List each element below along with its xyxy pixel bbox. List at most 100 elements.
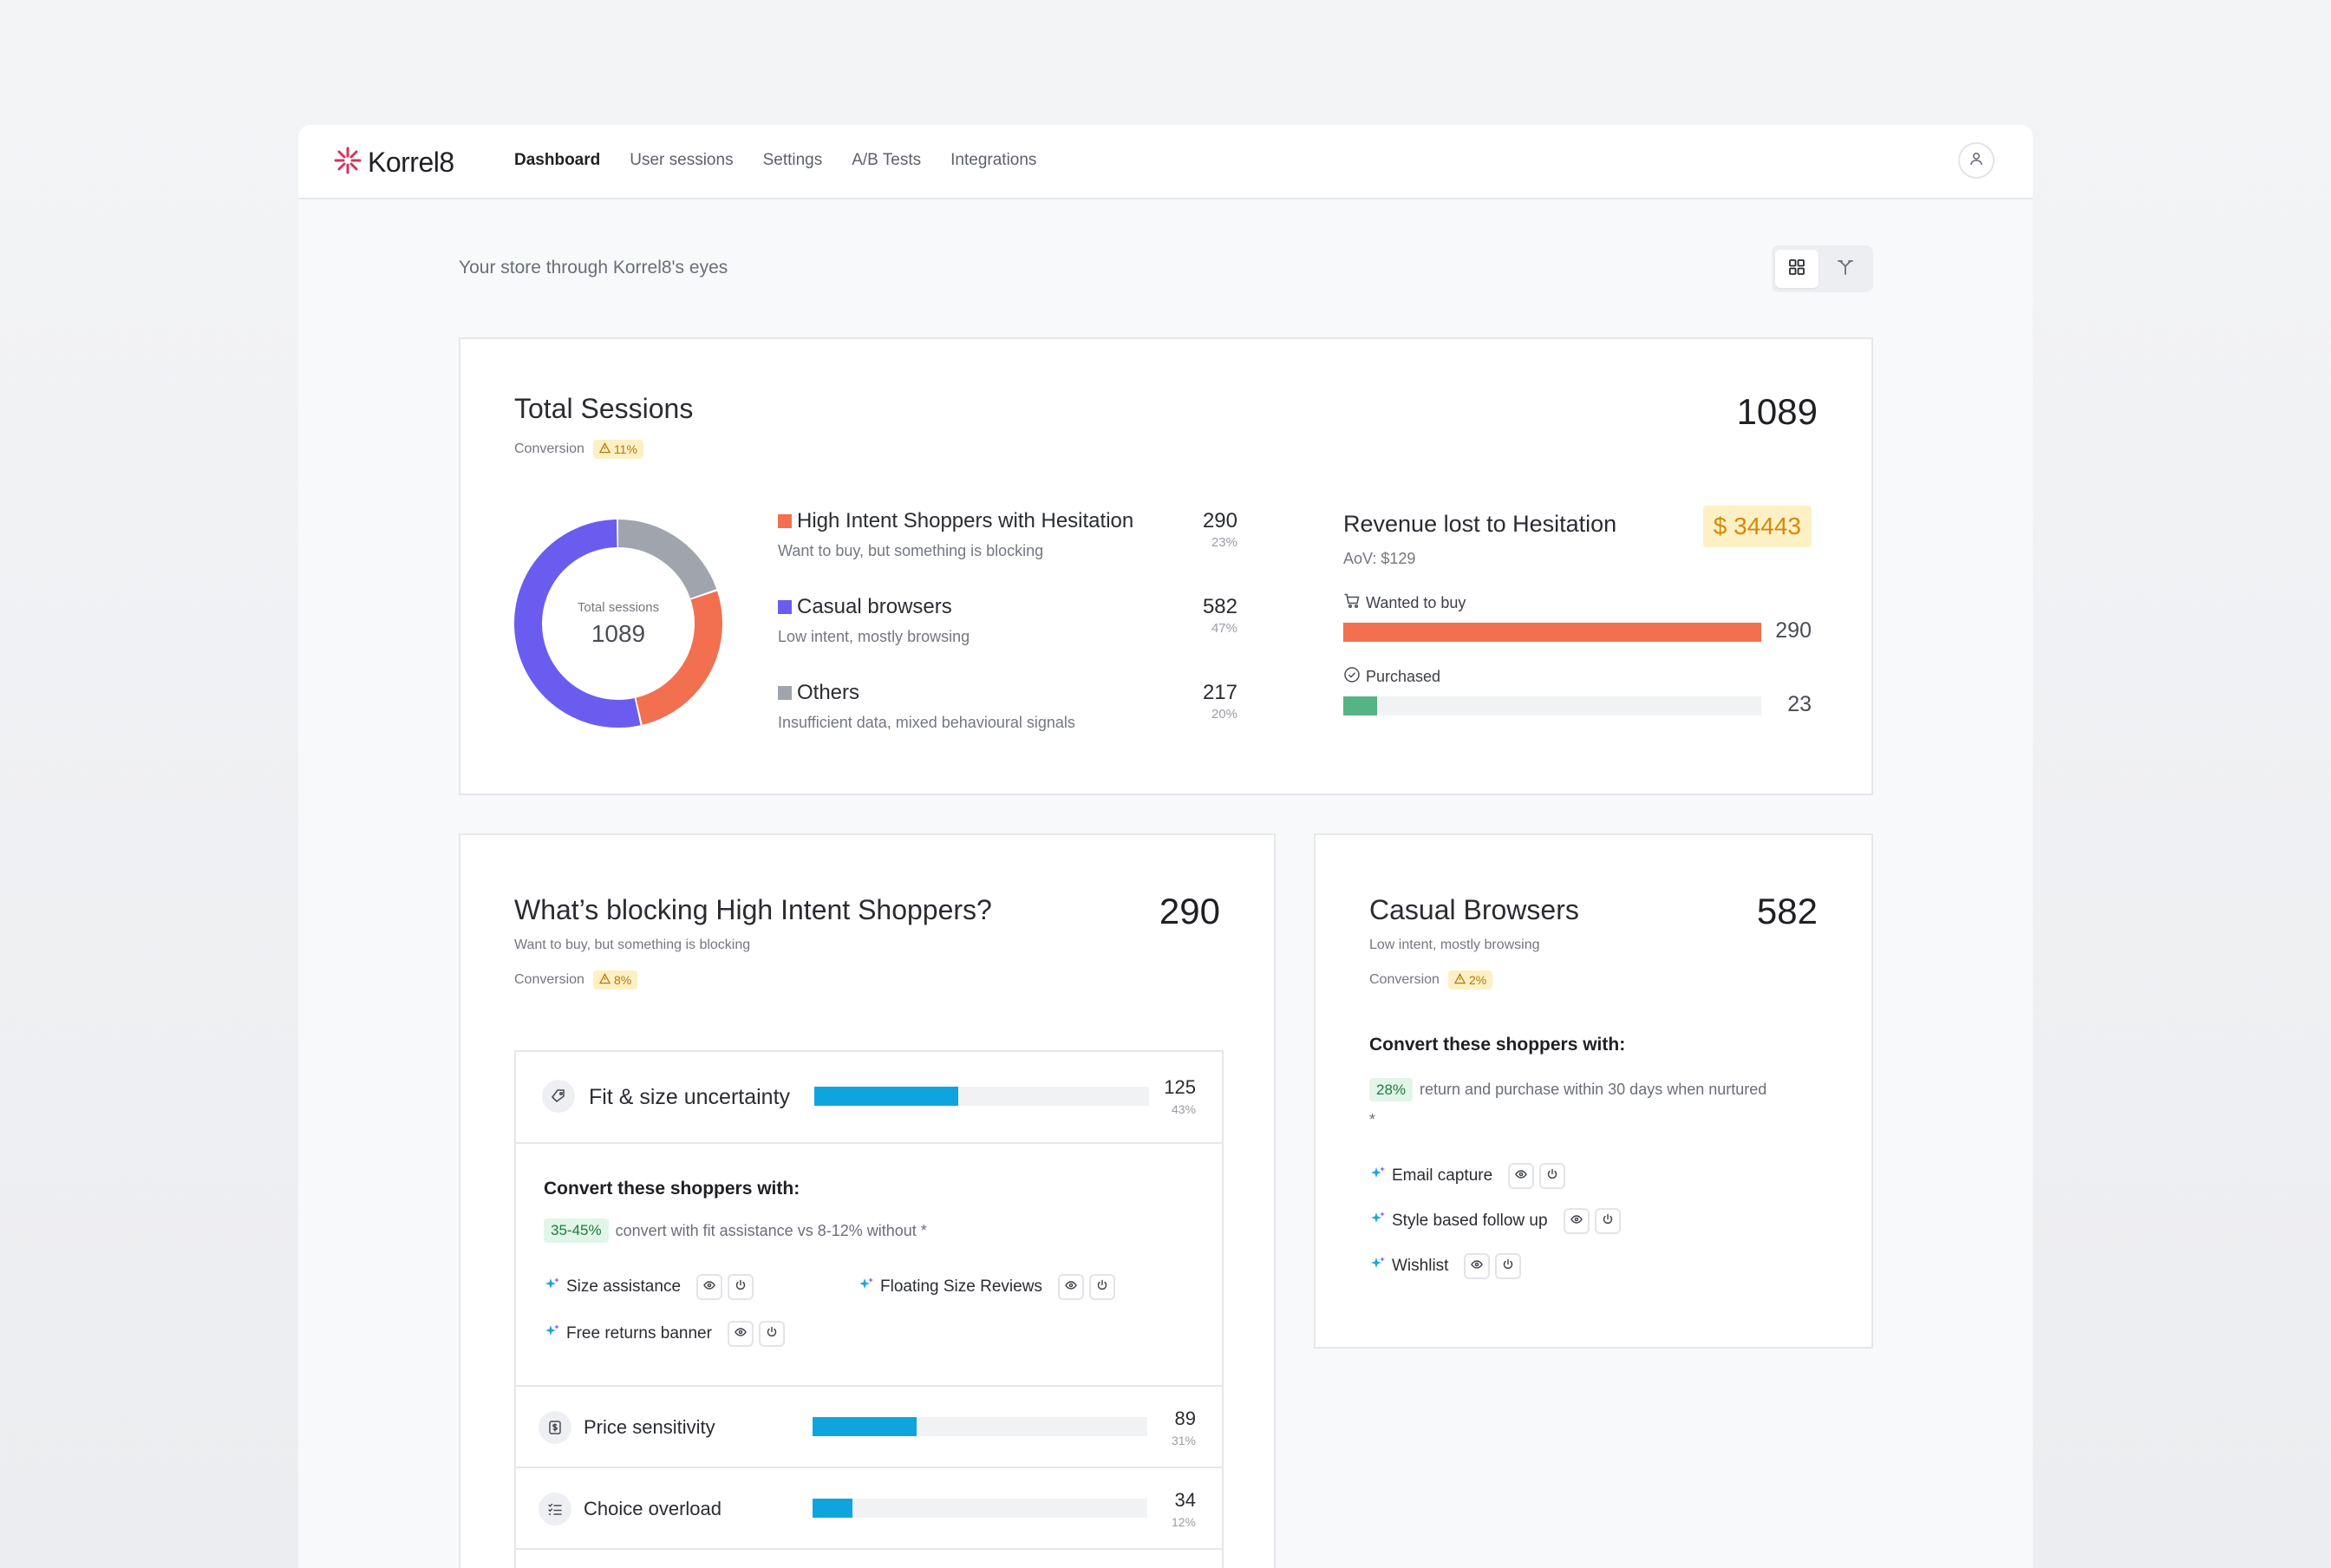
wanted-label: Wanted to buy xyxy=(1366,594,1466,611)
preview-button[interactable] xyxy=(1057,1274,1084,1300)
stat-badge: 35-45% xyxy=(544,1218,609,1243)
blocker-name: Fit & size uncertainty xyxy=(589,1085,791,1109)
blocker-pct: 31% xyxy=(1171,1434,1196,1447)
blockers-title: What’s blocking High Intent Shoppers? xyxy=(514,894,992,925)
casual-desc: Low intent, mostly browsing xyxy=(1369,938,1540,952)
conversion-label: Conversion xyxy=(514,441,584,456)
conversion-value: 11% xyxy=(613,442,637,456)
conversion-value: 8% xyxy=(613,973,632,987)
list-check-icon xyxy=(539,1493,571,1526)
power-icon xyxy=(1502,1257,1514,1276)
grid-view-button[interactable] xyxy=(1775,250,1818,288)
revenue-amount: $ 34443 xyxy=(1702,506,1812,547)
nav-dashboard[interactable]: Dashboard xyxy=(514,151,601,169)
grid-icon xyxy=(1788,258,1805,280)
segment-desc: Want to buy, but something is blocking xyxy=(778,542,1044,559)
tool-name: Free returns banner xyxy=(566,1324,712,1343)
nav-settings[interactable]: Settings xyxy=(762,151,823,169)
preview-button[interactable] xyxy=(1563,1208,1590,1234)
purchased-row: Purchased 23 xyxy=(1343,666,1812,716)
tool-name: Email capture xyxy=(1392,1166,1493,1185)
power-icon xyxy=(735,1277,747,1297)
stat-badge: 28% xyxy=(1369,1078,1414,1101)
power-icon xyxy=(1096,1277,1108,1297)
segment-count: 582 xyxy=(1202,595,1237,618)
casual-stat: 28% return and purchase within 30 days wh… xyxy=(1369,1075,1768,1134)
preview-button[interactable] xyxy=(1508,1163,1535,1189)
toggle-power-button[interactable] xyxy=(1495,1253,1522,1279)
segment-pct: 20% xyxy=(1211,707,1237,722)
tool-name: Style based follow up xyxy=(1392,1212,1548,1230)
nav-user-sessions[interactable]: User sessions xyxy=(630,151,734,169)
dollar-icon xyxy=(539,1411,571,1444)
user-menu-button[interactable] xyxy=(1958,142,1995,179)
casual-browsers-card: Casual Browsers 582 Low intent, mostly b… xyxy=(1314,833,1873,1349)
segment-swatch xyxy=(778,600,792,614)
segment-swatch xyxy=(778,514,792,528)
tool-email-capture: Email capture xyxy=(1369,1163,1621,1189)
total-sessions-card: Total Sessions 1089 Conversion 11% Total… xyxy=(459,337,1873,795)
conversion-badge: 2% xyxy=(1447,970,1493,990)
segment-count: 290 xyxy=(1202,509,1237,532)
sparkle-icon xyxy=(1369,1255,1387,1277)
donut-label: Total sessions xyxy=(577,599,660,615)
segment-count: 217 xyxy=(1202,681,1237,704)
segment-name: Casual browsers xyxy=(797,595,952,618)
preview-button[interactable] xyxy=(727,1321,754,1347)
blocker-fit-size[interactable]: Fit & size uncertainty 125 43% xyxy=(516,1052,1222,1144)
conversion-value: 2% xyxy=(1468,973,1487,987)
segment-list: High Intent Shoppers with Hesitation Wan… xyxy=(778,509,1237,767)
stat-text: convert with fit assistance vs 8-12% wit… xyxy=(615,1221,927,1239)
casual-convert-title: Convert these shoppers with: xyxy=(1369,1035,1626,1055)
tool-name: Wishlist xyxy=(1392,1257,1449,1275)
nav-integrations[interactable]: Integrations xyxy=(950,151,1037,169)
segment-desc: Insufficient data, mixed behavioural sig… xyxy=(778,714,1075,731)
cart-icon xyxy=(1343,592,1361,614)
logo[interactable]: Korrel8 xyxy=(333,146,454,180)
blocker-track xyxy=(813,1417,1147,1436)
toggle-power-button[interactable] xyxy=(758,1321,785,1347)
power-icon xyxy=(766,1324,778,1343)
donut-slice[interactable] xyxy=(514,519,722,728)
eye-icon xyxy=(1471,1257,1484,1276)
toggle-power-button[interactable] xyxy=(1088,1274,1115,1300)
warning-icon xyxy=(598,442,611,456)
blockers-list: Fit & size uncertainty 125 43% Convert t… xyxy=(514,1050,1224,1568)
blockers-conversion-row: Conversion 8% xyxy=(514,970,638,990)
segment-others[interactable]: Others Insufficient data, mixed behaviou… xyxy=(778,681,1237,767)
blocker-price-sensitivity[interactable]: Price sensitivity 89 31% xyxy=(516,1387,1222,1468)
sparkle-icon xyxy=(544,1276,561,1298)
tool-wishlist: Wishlist xyxy=(1369,1253,1621,1279)
preview-button[interactable] xyxy=(696,1274,723,1300)
conversion-row: Conversion 11% xyxy=(514,440,643,459)
total-sessions-value: 1089 xyxy=(1736,391,1818,432)
preview-button[interactable] xyxy=(1464,1253,1491,1279)
segment-high-intent[interactable]: High Intent Shoppers with Hesitation Wan… xyxy=(778,509,1237,595)
segment-casual[interactable]: Casual browsers Low intent, mostly brows… xyxy=(778,595,1237,681)
tool-style-follow-up: Style based follow up xyxy=(1369,1208,1621,1234)
blocker-pct: 43% xyxy=(1171,1102,1196,1116)
flow-view-button[interactable] xyxy=(1824,250,1867,288)
nav-ab-tests[interactable]: A/B Tests xyxy=(852,151,922,169)
warning-icon xyxy=(1453,973,1466,987)
toggle-power-button[interactable] xyxy=(728,1274,754,1300)
segment-name: High Intent Shoppers with Hesitation xyxy=(797,509,1134,532)
toggle-power-button[interactable] xyxy=(1539,1163,1566,1189)
revenue-title: Revenue lost to Hesitation xyxy=(1343,511,1617,537)
sparkle-icon xyxy=(858,1276,875,1298)
wanted-fill xyxy=(1343,623,1761,642)
donut-slice[interactable] xyxy=(514,519,722,728)
toggle-power-button[interactable] xyxy=(1594,1208,1621,1234)
donut-slice[interactable] xyxy=(514,519,722,728)
tool-size-assistance: Size assistance xyxy=(544,1274,754,1300)
purchased-value: 23 xyxy=(1787,692,1812,716)
blocker-choice-overload[interactable]: Choice overload 34 12% xyxy=(516,1468,1222,1550)
conversion-badge: 11% xyxy=(592,440,643,459)
page-subtitle: Your store through Korrel8's eyes xyxy=(459,258,728,278)
purchased-label: Purchased xyxy=(1366,668,1441,685)
purchased-fill xyxy=(1343,696,1377,715)
wanted-to-buy-row: Wanted to buy 290 xyxy=(1343,592,1812,643)
tool-name: Size assistance xyxy=(566,1277,682,1296)
conversion-label: Conversion xyxy=(514,972,584,987)
check-circle-icon xyxy=(1343,666,1361,688)
